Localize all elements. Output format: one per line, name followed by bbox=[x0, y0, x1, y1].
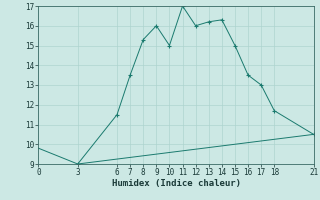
X-axis label: Humidex (Indice chaleur): Humidex (Indice chaleur) bbox=[111, 179, 241, 188]
